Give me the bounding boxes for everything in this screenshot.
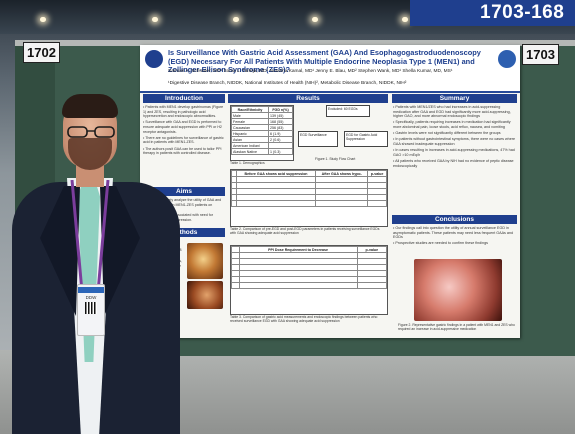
findings-table: PPI Dose Requirement to Decrease p-value bbox=[230, 245, 388, 315]
ceiling-light bbox=[402, 17, 408, 22]
nih-logo-icon bbox=[145, 50, 163, 68]
eyeglasses-icon bbox=[67, 126, 115, 138]
figure2-caption: Figure 2. Representative gastric finding… bbox=[398, 323, 515, 332]
comparison-table: Before GAA shows acid suppression After … bbox=[230, 169, 388, 227]
list-item: • In patients without gastrointestinal s… bbox=[393, 137, 516, 146]
poster-title: Is Surveillance With Gastric Acid Assess… bbox=[168, 48, 481, 75]
list-item: • Prospective studies are needed to conf… bbox=[393, 241, 488, 246]
ceiling-light bbox=[233, 17, 239, 22]
table1-caption: Table 1. Demographics bbox=[230, 161, 265, 165]
table2-caption: Table 2. Comparison of pre-EGD and post-… bbox=[230, 227, 380, 236]
booth-range-banner: 1703-168 bbox=[410, 0, 575, 26]
list-item: • Our findings call into question the ut… bbox=[393, 226, 514, 240]
demographics-table: Race/Ethnicity FGD n(%) Male 139 (45) Fema… bbox=[230, 105, 294, 161]
list-item: • Specifically, patients requiring incre… bbox=[393, 120, 511, 129]
figure1-caption: Figure 1. Study Flow Chart bbox=[315, 157, 356, 161]
conclusions-list: • Our findings call into question the ut… bbox=[393, 226, 516, 260]
section-methods-heading: Methods bbox=[143, 228, 225, 237]
list-item: • In cases resulting in increases in aci… bbox=[393, 148, 515, 157]
hhs-logo-icon bbox=[498, 50, 516, 68]
table-row: Alaskan Native 1 (0.3) bbox=[231, 148, 293, 155]
flowchart-box-excluded: Excluded: 60 EGDs bbox=[326, 105, 370, 117]
qr-code-icon bbox=[85, 302, 97, 314]
introduction-text: • Patients with MEN1 develop gastrinomas… bbox=[143, 105, 224, 156]
ceiling-light bbox=[152, 17, 158, 22]
table-cell: Alaskan Native bbox=[231, 148, 270, 155]
presenter-neck bbox=[76, 165, 104, 187]
section-summary-heading: Summary bbox=[392, 94, 517, 103]
poster-header: Is Surveillance With Gastric Acid Assess… bbox=[140, 45, 520, 93]
gastric-findings-image bbox=[414, 259, 502, 321]
list-item: • Patients with MEN1/ZES who had increas… bbox=[393, 105, 511, 119]
endoscopy-image bbox=[187, 281, 223, 309]
endoscopy-image bbox=[187, 243, 223, 279]
badge-lanyard bbox=[70, 180, 110, 293]
table-row bbox=[231, 282, 387, 289]
poster-authors: Samuel A. Schrader, MD¹ Sonia L. Taneja,… bbox=[168, 69, 453, 74]
table-cell: 1 (0.3) bbox=[268, 148, 293, 155]
table-row bbox=[231, 200, 387, 207]
list-item: • All patients who received GAA by NIH h… bbox=[393, 158, 514, 168]
ceiling-light bbox=[40, 17, 46, 22]
board-number-left: 1702 bbox=[23, 42, 60, 63]
ceiling-light bbox=[312, 17, 318, 22]
flowchart-box-surveillance: EGD Surveillance bbox=[298, 131, 338, 147]
badge-header-strip bbox=[78, 287, 104, 293]
board-number-right: 1703 bbox=[522, 44, 559, 65]
section-introduction-heading: Introduction bbox=[143, 94, 225, 103]
section-aims-heading: Aims bbox=[143, 187, 225, 196]
flowchart-box-suppression: EGD for Gastric Acid Suppression bbox=[344, 131, 388, 147]
section-conclusions-heading: Conclusions bbox=[392, 215, 517, 224]
table3-caption: Table 3. Comparison of gastric acid meas… bbox=[230, 315, 378, 324]
presenter-hair bbox=[62, 94, 118, 118]
research-poster: Is Surveillance With Gastric Acid Assess… bbox=[140, 45, 520, 338]
name-badge: DDW bbox=[77, 284, 105, 336]
badge-text: DDW bbox=[85, 295, 97, 300]
list-item: • Gastrin levels were not significantly … bbox=[393, 131, 501, 136]
summary-list: • Patients with MEN1/ZES who had increas… bbox=[393, 105, 516, 213]
section-results-heading: Results bbox=[228, 94, 388, 103]
poster-affiliations: ¹Digestive Disease Branch, NIDDK, Nation… bbox=[168, 81, 407, 86]
